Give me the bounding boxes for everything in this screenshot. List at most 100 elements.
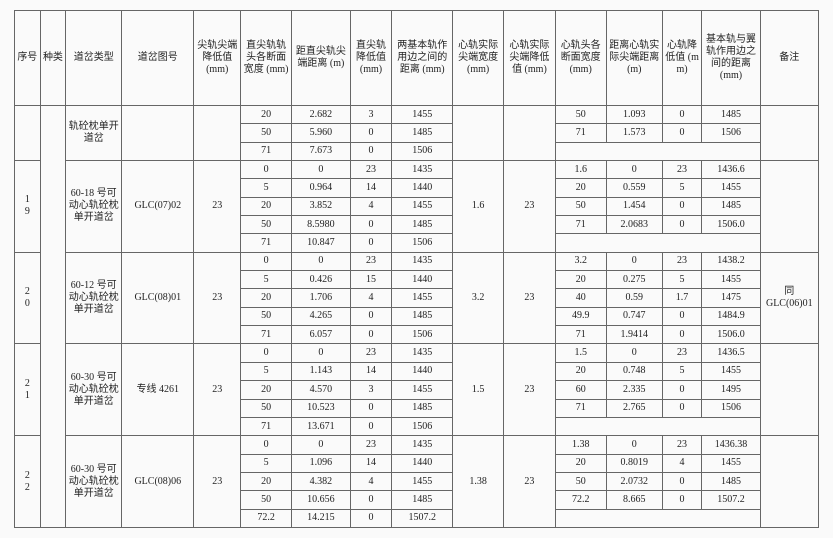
cell-xin-dist: 0 (606, 161, 662, 179)
cell-dist: 5.960 (292, 124, 350, 142)
table-row: 2060-12 号可动心轨砼枕单开道岔GLC(08)0123002314353.… (15, 252, 819, 270)
col-figure: 道岔图号 (122, 11, 194, 106)
cell-gap: 1435 (392, 344, 453, 362)
cell-xin-dist: 0 (606, 252, 662, 270)
cell-w: 20 (241, 289, 292, 307)
cell-gap: 1485 (392, 216, 453, 234)
cell-xin-gap: 1506.0 (702, 216, 760, 234)
cell-xin-dist: 0 (606, 436, 662, 454)
cell-dist: 0 (292, 161, 350, 179)
cell-xin-dist: 0.747 (606, 307, 662, 325)
cell-dist: 2.682 (292, 106, 350, 124)
cell-dist: 13.671 (292, 417, 350, 435)
cell-xin-gap: 1507.2 (702, 491, 760, 509)
col-xdist: 距离心轨实际尖端距离(m) (606, 11, 662, 106)
cell-gap: 1440 (392, 362, 453, 380)
cell-dist: 4.382 (292, 472, 350, 490)
cell-xin-dist: 0.748 (606, 362, 662, 380)
cell-figure: GLC(07)02 (122, 161, 194, 253)
cell-xin-dist: 0.559 (606, 179, 662, 197)
cell-type: 60-30 号可动心轨砼枕单开道岔 (66, 344, 122, 436)
table-row: 1960-18 号可动心轨砼枕单开道岔GLC(07)0223002314351.… (15, 161, 819, 179)
cell-xin-dv: 0 (662, 326, 702, 344)
cell-xin-gap: 1436.38 (702, 436, 760, 454)
cell-dist: 14.215 (292, 509, 350, 527)
cell-note (760, 436, 818, 528)
cell-dv: 0 (350, 307, 392, 325)
cell-gap: 1435 (392, 161, 453, 179)
cell-dist: 8.5980 (292, 216, 350, 234)
cell-xin-w: 1.38 (555, 436, 606, 454)
cell-xin-dv: 5 (662, 271, 702, 289)
cell-figure: GLC(08)06 (122, 436, 194, 528)
cell-vjian: 23 (194, 161, 241, 253)
cell-w: 50 (241, 216, 292, 234)
cell-xin-w: 49.9 (555, 307, 606, 325)
cell-seq: 21 (15, 344, 41, 436)
cell-w: 5 (241, 271, 292, 289)
cell-gap: 1506 (392, 417, 453, 435)
cell-kind (40, 106, 66, 528)
col-xw: 心轨头各断面宽度 (mm) (555, 11, 606, 106)
cell-dv: 23 (350, 252, 392, 270)
cell-xin-dv: 5 (662, 179, 702, 197)
cell-gap: 1506 (392, 234, 453, 252)
page: { "headers": [ "序号","种类","道岔类型","道岔图号","… (0, 0, 833, 538)
cell-xin-gap: 1506 (702, 124, 760, 142)
col-kind: 种类 (40, 11, 66, 106)
cell-dist: 0.426 (292, 271, 350, 289)
cell-xin-empty (555, 234, 760, 252)
col-xgap: 基本轨与翼轨作用边之间的距离 (mm) (702, 11, 760, 106)
cell-xin-dist: 1.093 (606, 106, 662, 124)
cell-w: 20 (241, 197, 292, 215)
cell-dv: 4 (350, 197, 392, 215)
cell-xin-dv: 0 (662, 472, 702, 490)
cell-w: 5 (241, 454, 292, 472)
cell-w: 20 (241, 381, 292, 399)
cell-xin-gap: 1455 (702, 271, 760, 289)
cell-dist: 10.523 (292, 399, 350, 417)
cell-xin-dv: 0 (662, 399, 702, 417)
cell-dv: 14 (350, 179, 392, 197)
cell-xin-enddv: 23 (504, 436, 555, 528)
cell-dist: 3.852 (292, 197, 350, 215)
cell-w: 20 (241, 106, 292, 124)
cell-xin-w: 20 (555, 271, 606, 289)
cell-xin-w: 72.2 (555, 491, 606, 509)
cell-xin-gap: 1495 (702, 381, 760, 399)
cell-gap: 1485 (392, 491, 453, 509)
cell-dv: 23 (350, 161, 392, 179)
cell-xin-dv: 5 (662, 362, 702, 380)
cell-xin-dv: 0 (662, 216, 702, 234)
cell-xin-empty (555, 417, 760, 435)
cell-gap: 1507.2 (392, 509, 453, 527)
cell-w: 0 (241, 161, 292, 179)
cell-xin-endw: 3.2 (453, 252, 504, 344)
cell-w: 72.2 (241, 509, 292, 527)
cell-xin-dist: 0.8019 (606, 454, 662, 472)
cell-dist: 4.570 (292, 381, 350, 399)
cell-xin-endw (453, 106, 504, 161)
cell-vjian: 23 (194, 436, 241, 528)
cell-vjian: 23 (194, 344, 241, 436)
cell-xin-w: 71 (555, 216, 606, 234)
cell-dv: 15 (350, 271, 392, 289)
cell-w: 71 (241, 234, 292, 252)
cell-seq: 22 (15, 436, 41, 528)
cell-gap: 1455 (392, 381, 453, 399)
col-xenddv: 心轨实际尖端降低值 (mm) (504, 11, 555, 106)
cell-xin-gap: 1455 (702, 179, 760, 197)
header-row: 序号 种类 道岔类型 道岔图号 尖轨尖端降低值 (mm) 直尖轨轨头各断面宽度 … (15, 11, 819, 106)
cell-w: 0 (241, 252, 292, 270)
cell-xin-enddv (504, 106, 555, 161)
cell-gap: 1455 (392, 289, 453, 307)
table-row: 轨砼枕单开道岔202.68231455501.09301485 (15, 106, 819, 124)
cell-xin-dv: 0 (662, 307, 702, 325)
cell-xin-endw: 1.5 (453, 344, 504, 436)
cell-xin-dv: 23 (662, 436, 702, 454)
cell-dv: 0 (350, 234, 392, 252)
cell-w: 50 (241, 491, 292, 509)
cell-xin-gap: 1438.2 (702, 252, 760, 270)
cell-vjian: 23 (194, 252, 241, 344)
cell-dv: 3 (350, 381, 392, 399)
